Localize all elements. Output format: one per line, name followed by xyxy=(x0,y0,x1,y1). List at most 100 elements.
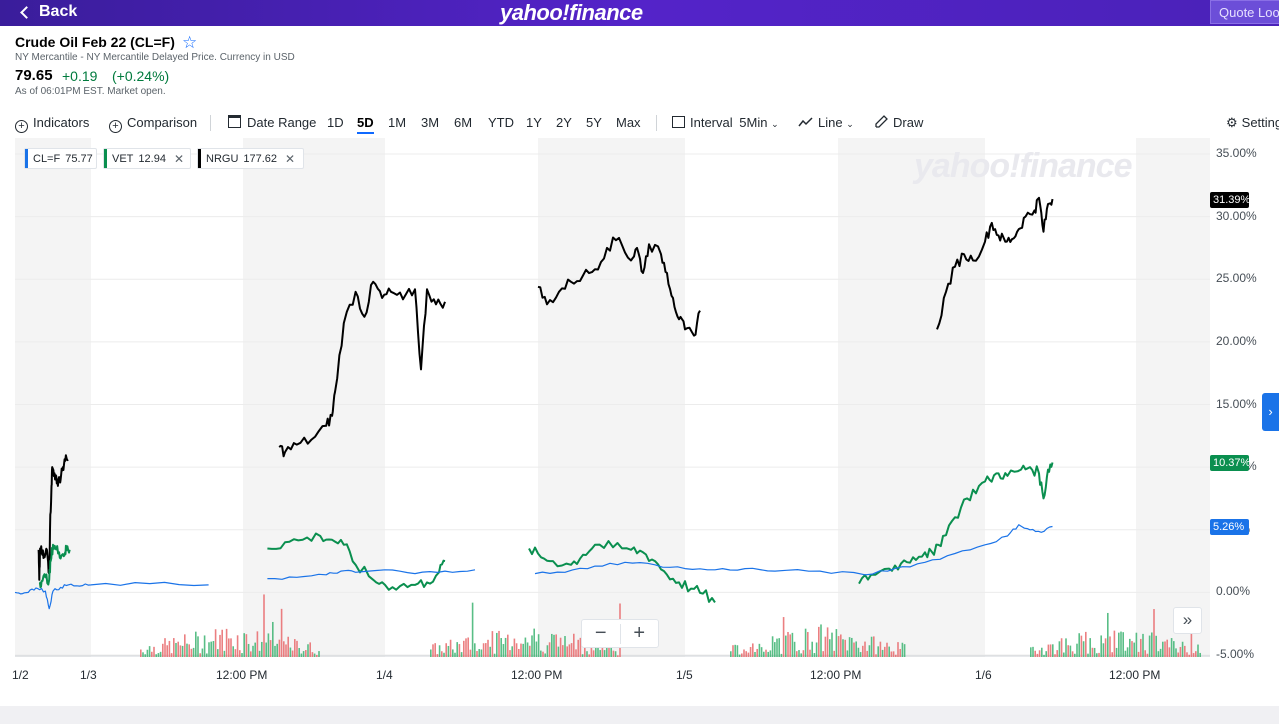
volume-bar xyxy=(447,645,450,657)
volume-bar xyxy=(311,652,314,657)
volume-bar xyxy=(798,650,800,657)
line-dropdown[interactable]: Line ⌄ xyxy=(798,115,854,130)
volume-bar xyxy=(778,638,780,657)
zoom-in-button[interactable]: + xyxy=(633,622,646,644)
range-1m[interactable]: 1M xyxy=(388,115,407,130)
zoom-divider xyxy=(619,623,621,644)
remove-vet-button[interactable]: ✕ xyxy=(173,151,184,166)
volume-bar xyxy=(463,640,465,657)
volume-bar xyxy=(496,632,498,657)
off-hours-band xyxy=(243,138,385,657)
volume-bar xyxy=(857,647,860,657)
volume-bar xyxy=(1142,633,1144,657)
star-icon[interactable]: ☆ xyxy=(182,33,198,52)
volume-bar xyxy=(844,639,846,657)
volume-bar xyxy=(601,644,604,657)
date-range-button[interactable]: Date Range xyxy=(228,115,316,130)
volume-bar xyxy=(230,638,232,657)
volume-bar xyxy=(1197,644,1199,657)
quote-price: 79.65 xyxy=(15,67,53,84)
legend-clf[interactable]: CL=F 75.77 xyxy=(24,148,97,169)
legend-nrgu[interactable]: NRGU 177.62 ✕ xyxy=(197,148,304,169)
back-button[interactable]: Back xyxy=(20,3,78,21)
volume-bar xyxy=(243,633,245,657)
volume-bar xyxy=(793,641,796,657)
y-tick-label: 0.00% xyxy=(1216,584,1251,599)
volume-bar xyxy=(888,646,890,657)
zoom-out-button[interactable]: − xyxy=(594,622,607,644)
volume-bar xyxy=(524,637,527,657)
volume-bar xyxy=(1041,647,1043,657)
volume-bar xyxy=(489,646,491,657)
volume-bar xyxy=(835,629,838,657)
volume-bar xyxy=(201,648,204,657)
volume-bar xyxy=(298,648,300,657)
top-bar: Back yahoo!finance Quote Lookup xyxy=(0,0,1279,26)
volume-bar xyxy=(254,642,256,657)
volume-bar xyxy=(219,634,221,657)
range-5d[interactable]: 5D xyxy=(357,115,374,134)
indicators-button[interactable]: + Indicators xyxy=(15,115,89,133)
volume-bar xyxy=(548,642,551,657)
y-tick-label: 30.00% xyxy=(1216,208,1257,223)
volume-bar xyxy=(1170,638,1173,657)
legend-value: 177.62 xyxy=(243,152,278,165)
x-tick-label: 1/4 xyxy=(376,668,393,682)
volume-bar xyxy=(305,650,307,657)
range-3m[interactable]: 3M xyxy=(421,115,440,130)
volume-bar xyxy=(1137,651,1140,657)
range-1y[interactable]: 1Y xyxy=(526,115,542,130)
yahoo-finance-logo[interactable]: yahoo!finance xyxy=(500,0,643,25)
comparison-button[interactable]: + Comparison xyxy=(109,115,197,133)
legend-vet[interactable]: VET 12.94 ✕ xyxy=(103,148,191,169)
volume-bar xyxy=(1078,633,1080,657)
volume-bar xyxy=(256,631,259,657)
remove-nrgu-button[interactable]: ✕ xyxy=(285,151,296,166)
volume-bar xyxy=(195,631,197,657)
comparison-label: Comparison xyxy=(127,115,198,130)
zoom-controls: − + xyxy=(581,619,659,648)
range-6m[interactable]: 6M xyxy=(454,115,473,130)
range-max[interactable]: Max xyxy=(616,115,641,130)
volume-bar xyxy=(758,643,761,657)
range-5y[interactable]: 5Y xyxy=(586,115,602,130)
series-line-vet xyxy=(267,532,446,591)
volume-bar xyxy=(1122,632,1124,657)
range-2y[interactable]: 2Y xyxy=(556,115,572,130)
volume-bar xyxy=(840,634,842,657)
volume-bar xyxy=(1111,652,1113,657)
volume-bar xyxy=(581,654,584,657)
volume-bar xyxy=(151,651,153,657)
settings-button[interactable]: ⚙Settings xyxy=(1226,115,1279,131)
volume-bar xyxy=(1074,653,1076,657)
volume-bar xyxy=(436,654,439,657)
volume-bar xyxy=(892,651,895,657)
volume-bar xyxy=(1155,635,1157,657)
volume-bar xyxy=(232,646,234,657)
volume-bar xyxy=(617,655,619,657)
volume-bar xyxy=(432,644,434,657)
volume-bar xyxy=(318,651,320,657)
volume-bar xyxy=(153,646,155,657)
volume-bar xyxy=(846,650,849,657)
volume-bar xyxy=(738,654,741,657)
series-line-nrgu xyxy=(537,236,701,337)
price-chart[interactable] xyxy=(0,138,1279,688)
date-range-label: Date Range xyxy=(247,115,317,130)
quote-lookup-input[interactable]: Quote Lookup xyxy=(1210,0,1279,24)
expand-panel-button[interactable]: › xyxy=(1262,393,1279,431)
line-chart-icon xyxy=(798,117,813,127)
volume-bar xyxy=(747,652,750,657)
back-label: Back xyxy=(39,3,78,20)
volume-bar xyxy=(518,648,520,657)
draw-button[interactable]: Draw xyxy=(874,115,923,130)
volume-bar xyxy=(460,652,463,657)
y-tick-label: 15.00% xyxy=(1216,396,1257,411)
volume-bar xyxy=(884,646,886,657)
fast-forward-button[interactable]: » xyxy=(1173,607,1202,634)
interval-dropdown[interactable]: Interval 5Min ⌄ xyxy=(672,115,779,130)
range-1d[interactable]: 1D xyxy=(327,115,344,130)
range-ytd[interactable]: YTD xyxy=(488,115,514,130)
volume-bar xyxy=(553,634,555,657)
volume-bar xyxy=(1056,650,1058,657)
